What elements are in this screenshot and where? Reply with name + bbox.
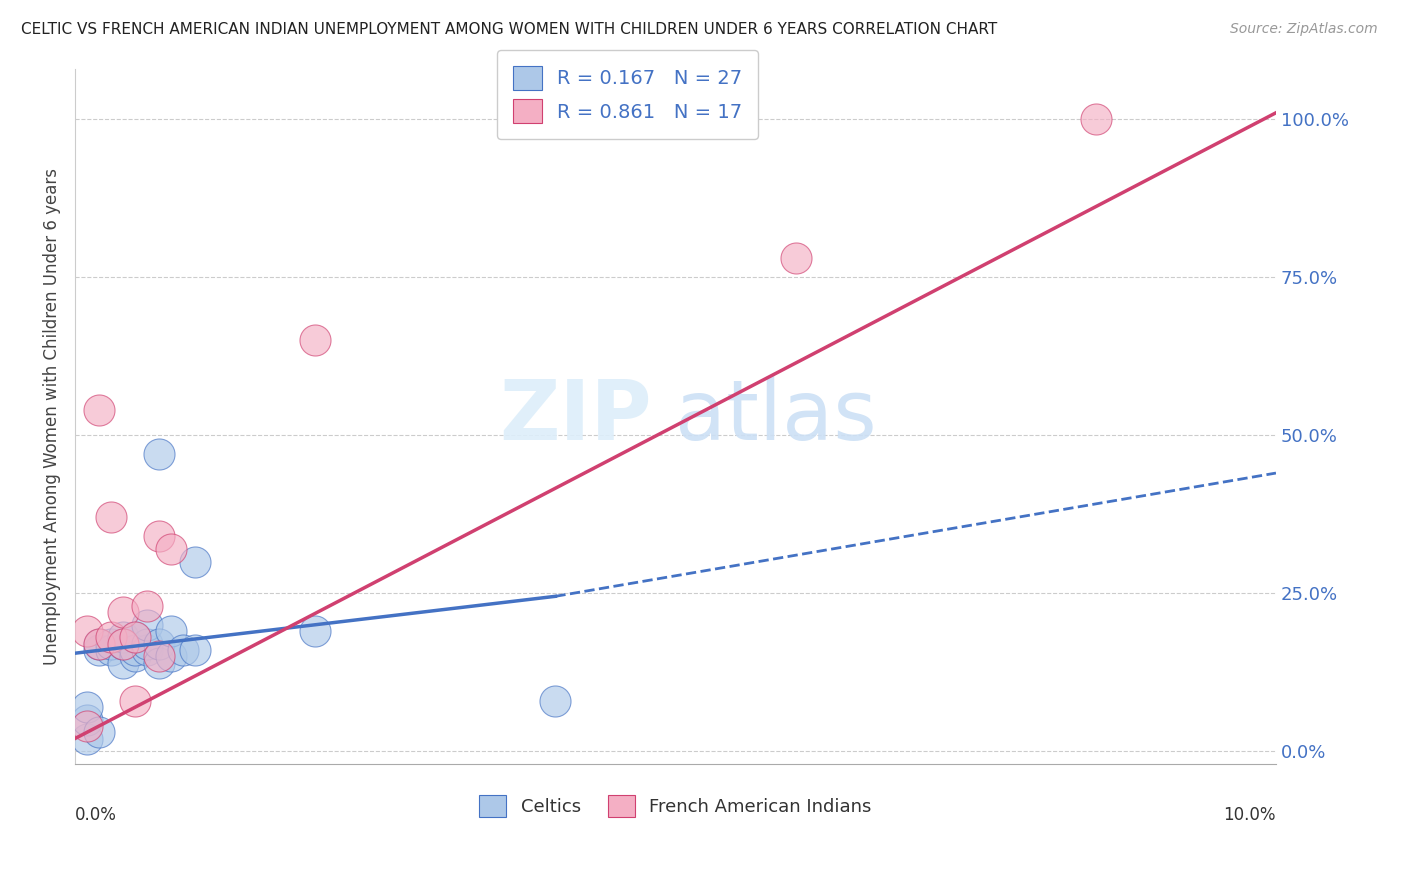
Point bbox=[160, 649, 183, 664]
Point bbox=[76, 624, 98, 638]
Point bbox=[136, 637, 159, 651]
Y-axis label: Unemployment Among Women with Children Under 6 years: Unemployment Among Women with Children U… bbox=[44, 168, 60, 665]
Point bbox=[124, 631, 146, 645]
Legend: Celtics, French American Indians: Celtics, French American Indians bbox=[472, 788, 879, 824]
Point bbox=[785, 251, 807, 265]
Point bbox=[112, 605, 135, 619]
Point bbox=[148, 656, 170, 670]
Point bbox=[124, 649, 146, 664]
Point bbox=[112, 656, 135, 670]
Point bbox=[136, 643, 159, 657]
Point bbox=[124, 643, 146, 657]
Point bbox=[148, 649, 170, 664]
Point bbox=[160, 541, 183, 556]
Point bbox=[76, 719, 98, 733]
Point bbox=[76, 731, 98, 746]
Point bbox=[112, 637, 135, 651]
Point bbox=[100, 637, 122, 651]
Point bbox=[87, 643, 110, 657]
Point bbox=[76, 713, 98, 727]
Point bbox=[148, 447, 170, 461]
Point bbox=[184, 643, 207, 657]
Text: CELTIC VS FRENCH AMERICAN INDIAN UNEMPLOYMENT AMONG WOMEN WITH CHILDREN UNDER 6 : CELTIC VS FRENCH AMERICAN INDIAN UNEMPLO… bbox=[21, 22, 997, 37]
Point bbox=[136, 599, 159, 613]
Point bbox=[112, 631, 135, 645]
Text: atlas: atlas bbox=[675, 376, 877, 457]
Text: ZIP: ZIP bbox=[499, 376, 651, 457]
Point bbox=[172, 643, 194, 657]
Text: 10.0%: 10.0% bbox=[1223, 805, 1277, 823]
Point bbox=[124, 693, 146, 707]
Point bbox=[544, 693, 567, 707]
Point bbox=[112, 637, 135, 651]
Point bbox=[87, 637, 110, 651]
Point bbox=[100, 643, 122, 657]
Point bbox=[1084, 112, 1107, 127]
Point bbox=[87, 637, 110, 651]
Point bbox=[124, 631, 146, 645]
Point bbox=[304, 334, 326, 348]
Text: 0.0%: 0.0% bbox=[75, 805, 117, 823]
Point bbox=[87, 725, 110, 739]
Text: Source: ZipAtlas.com: Source: ZipAtlas.com bbox=[1230, 22, 1378, 37]
Point bbox=[100, 510, 122, 524]
Point bbox=[184, 555, 207, 569]
Point bbox=[100, 631, 122, 645]
Point bbox=[160, 624, 183, 638]
Point bbox=[87, 402, 110, 417]
Point bbox=[76, 700, 98, 714]
Point bbox=[304, 624, 326, 638]
Point bbox=[148, 529, 170, 543]
Point bbox=[136, 617, 159, 632]
Point bbox=[148, 637, 170, 651]
